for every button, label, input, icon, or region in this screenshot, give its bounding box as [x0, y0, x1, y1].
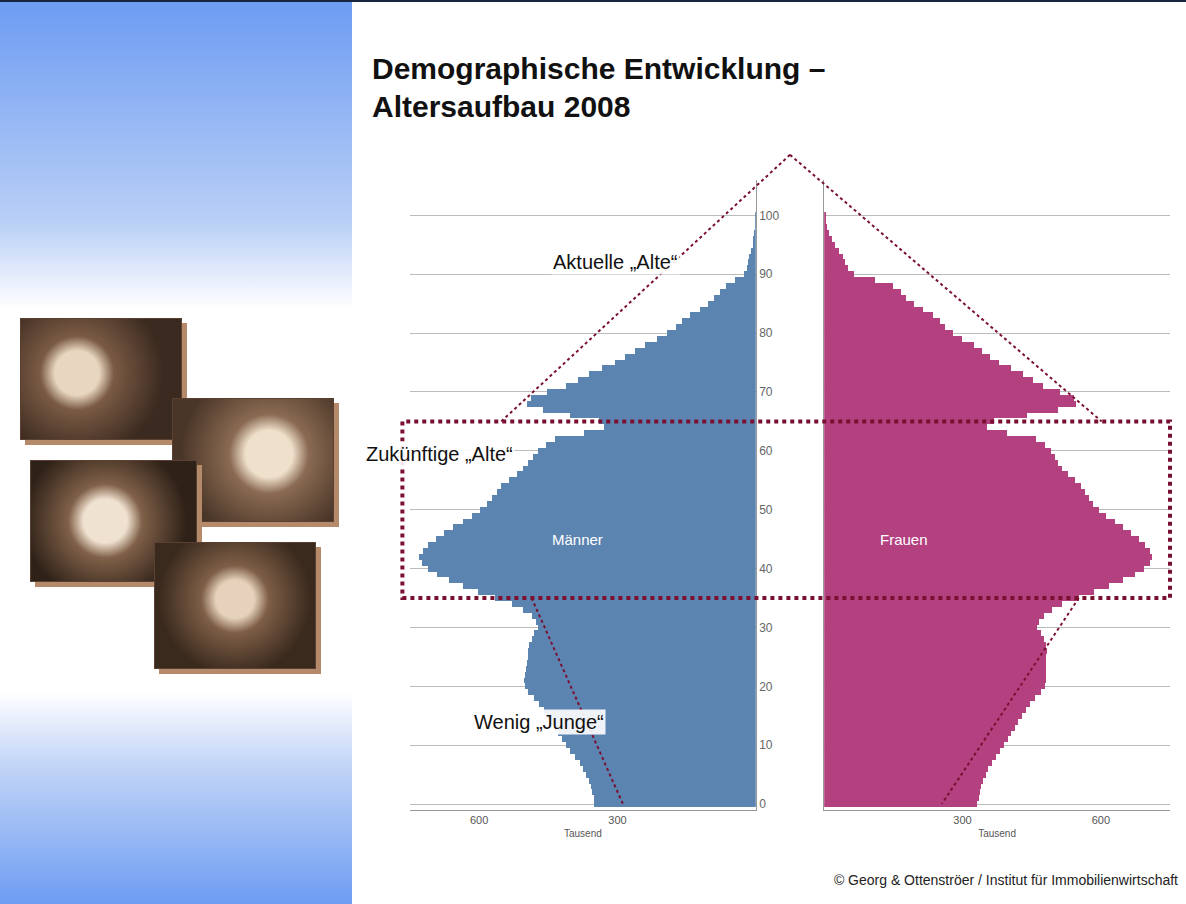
svg-text:100: 100 — [759, 209, 779, 223]
svg-text:Frauen: Frauen — [880, 531, 928, 548]
html-text:© Georg & Ottenströer / Instit: © Georg & Ottenströer / Institut für Imm… — [833, 872, 1178, 888]
svg-text:300: 300 — [608, 814, 626, 826]
html-text:Demographische Entwicklung – A: Demographische Entwicklung – Altersaufba… — [372, 52, 826, 123]
svg-text:Aktuelle „Alte“: Aktuelle „Alte“ — [553, 251, 678, 273]
svg-text:Männer: Männer — [552, 531, 603, 548]
svg-text:30: 30 — [759, 621, 773, 635]
svg-text:Tausend: Tausend — [978, 828, 1016, 839]
svg-text:40: 40 — [759, 562, 773, 576]
svg-text:600: 600 — [470, 814, 488, 826]
svg-text:60: 60 — [759, 444, 773, 458]
svg-text:70: 70 — [759, 385, 773, 399]
svg-text:Tausend: Tausend — [564, 828, 602, 839]
svg-text:80: 80 — [759, 326, 773, 340]
svg-text:50: 50 — [759, 503, 773, 517]
svg-text:20: 20 — [759, 680, 773, 694]
svg-text:Wenig „Junge“: Wenig „Junge“ — [474, 711, 604, 733]
svg-text:300: 300 — [953, 814, 971, 826]
svg-text:Zukünftige „Alte“: Zukünftige „Alte“ — [366, 443, 513, 465]
svg-text:600: 600 — [1092, 814, 1110, 826]
svg-text:90: 90 — [759, 267, 773, 281]
svg-text:10: 10 — [759, 738, 773, 752]
svg-text:0: 0 — [759, 797, 766, 811]
